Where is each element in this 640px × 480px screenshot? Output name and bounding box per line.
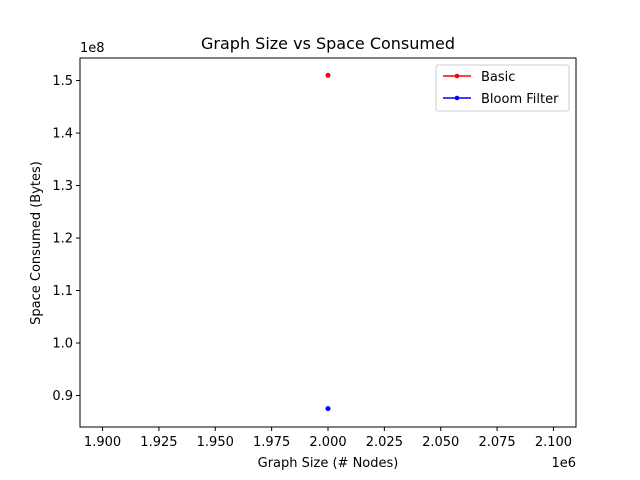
x-axis-label: Graph Size (# Nodes) <box>258 456 399 471</box>
x-tick-label: 1.975 <box>253 435 290 450</box>
y-axis-label: Space Consumed (Bytes) <box>29 161 44 325</box>
legend-marker-bloom-filter <box>454 95 460 101</box>
x-tick-label: 2.025 <box>366 435 403 450</box>
legend-marker-basic <box>454 73 460 79</box>
series-layer <box>325 72 331 412</box>
x-tick-label: 1.950 <box>197 435 234 450</box>
y-tick-label: 1.0 <box>52 337 73 352</box>
legend-label-basic: Basic <box>481 70 515 85</box>
x-axis-ticks: 1.900 1.925 1.950 1.975 2.000 2.025 2.050 2.075… <box>84 427 572 450</box>
y-tick-label: 1.2 <box>52 232 73 247</box>
x-tick-label: 1.900 <box>84 435 121 450</box>
y-tick-label: 1.3 <box>52 179 73 194</box>
legend: Basic Bloom Filter <box>435 64 570 112</box>
legend-label-bloom-filter: Bloom Filter <box>481 92 559 107</box>
y-axis-offset-label: 1e8 <box>80 41 105 56</box>
x-tick-label: 2.050 <box>422 435 459 450</box>
y-tick-label: 1.4 <box>52 127 73 142</box>
y-tick-label: 0.9 <box>52 389 73 404</box>
x-tick-label: 2.100 <box>535 435 572 450</box>
x-axis-offset-label: 1e6 <box>551 456 576 471</box>
x-tick-label: 1.925 <box>140 435 177 450</box>
data-point-bloom-filter <box>325 406 331 412</box>
x-tick-label: 2.000 <box>309 435 346 450</box>
x-tick-label: 2.075 <box>478 435 515 450</box>
data-point-basic <box>325 72 331 78</box>
y-axis-ticks: 0.9 1.0 1.1 1.2 1.3 1.4 1.5 <box>52 74 80 404</box>
chart-title: Graph Size vs Space Consumed <box>201 34 455 53</box>
y-tick-label: 1.5 <box>52 74 73 89</box>
y-tick-label: 1.1 <box>52 284 73 299</box>
